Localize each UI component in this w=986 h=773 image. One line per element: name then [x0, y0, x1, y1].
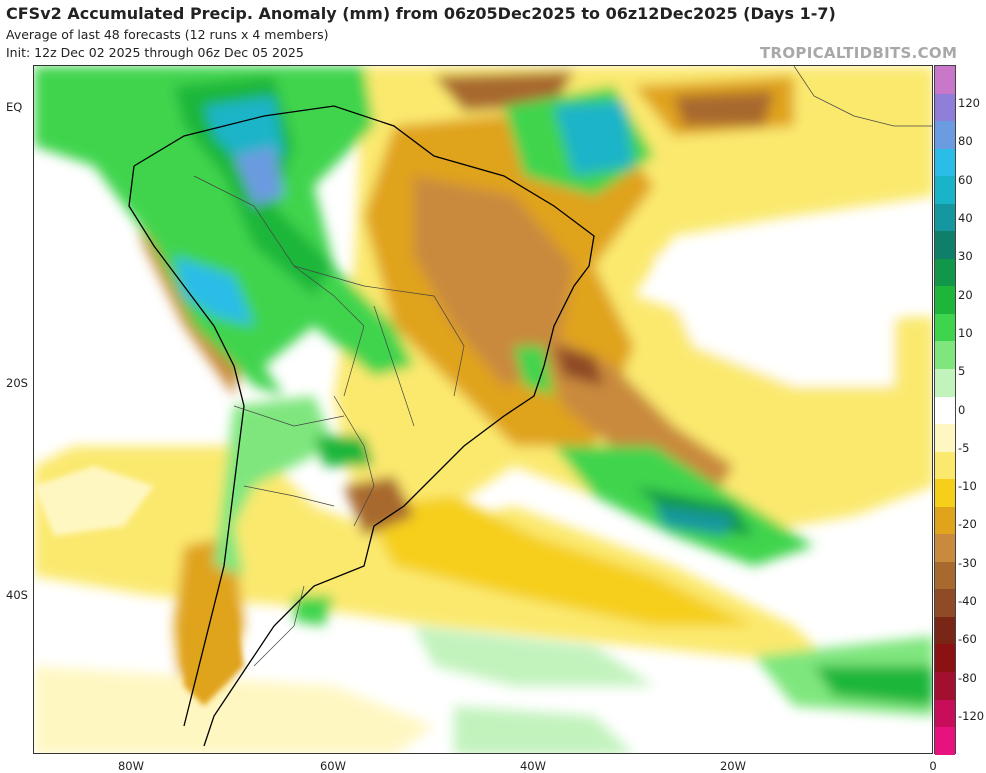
map-title: CFSv2 Accumulated Precip. Anomaly (mm) f… — [6, 4, 836, 23]
lon-label-0: 0 — [929, 759, 937, 773]
colorbar-cell — [935, 176, 955, 204]
colorbar-cell — [935, 286, 955, 314]
colorbar-cell — [935, 644, 955, 673]
colorbar-label: 20 — [958, 287, 973, 302]
lat-label-40s: 40S — [6, 588, 28, 602]
anomaly-detail — [34, 466, 244, 706]
map-canvas — [34, 66, 932, 753]
colorbar-label: -60 — [958, 632, 977, 647]
colorbar-cell — [935, 369, 955, 397]
colorbar-label: -30 — [958, 555, 977, 570]
country-borders — [193, 66, 932, 667]
colorbar-label: -80 — [958, 670, 977, 685]
colorbar-cell — [935, 699, 955, 728]
colorbar-cell — [935, 121, 955, 149]
colorbar-label: -10 — [958, 479, 977, 494]
colorbar-label: 120 — [958, 96, 980, 110]
colorbar-cell — [935, 148, 955, 177]
colorbar-cell — [935, 589, 955, 617]
colorbar-label: 60 — [958, 172, 973, 187]
lon-label-40w: 40W — [519, 759, 547, 773]
lon-label-80w: 80W — [117, 759, 145, 773]
lon-label-20w: 20W — [719, 759, 747, 773]
colorbar-cell — [935, 479, 955, 507]
colorbar-cell — [935, 534, 955, 562]
colorbar-label: 10 — [958, 325, 973, 340]
coastline — [128, 105, 595, 747]
lon-label-60w: 60W — [319, 759, 347, 773]
colorbar-cell — [935, 506, 955, 535]
lat-label-eq: EQ — [6, 100, 23, 114]
precip-anomaly-map — [33, 65, 933, 754]
colorbar-label: -5 — [958, 440, 970, 455]
lat-label-20s: 20S — [6, 376, 28, 390]
colorbar-cell — [935, 341, 955, 370]
colorbar-cell — [935, 231, 955, 259]
colorbar-label: -120 — [958, 709, 985, 723]
colorbar-label: 30 — [958, 249, 973, 264]
init-time: Init: 12z Dec 02 2025 through 06z Dec 05… — [6, 45, 304, 60]
colorbar-cell — [935, 727, 955, 755]
colorbar-cell — [935, 313, 955, 342]
colorbar-cell — [935, 672, 955, 700]
colorbar-label: -40 — [958, 594, 977, 609]
colorbar-cell — [935, 66, 955, 94]
colorbar-label: -20 — [958, 517, 977, 532]
colorbar-cell — [935, 616, 955, 645]
colorbar-cell — [935, 203, 955, 232]
site-credit: TROPICALTIDBITS.COM — [760, 44, 958, 62]
colorbar-cell — [935, 561, 955, 590]
colorbar-label: 5 — [958, 364, 966, 379]
colorbar-label: 0 — [958, 402, 966, 417]
map-subtitle: Average of last 48 forecasts (12 runs x … — [6, 27, 329, 42]
colorbar-label: 40 — [958, 210, 973, 225]
colorbar-cell — [935, 424, 955, 452]
colorbar — [934, 65, 956, 755]
colorbar-cell — [935, 451, 955, 480]
colorbar-label: 80 — [958, 134, 973, 149]
colorbar-cell — [935, 396, 955, 425]
colorbar-cell — [935, 258, 955, 287]
colorbar-cell — [935, 93, 955, 122]
anomaly-shading — [34, 66, 932, 753]
